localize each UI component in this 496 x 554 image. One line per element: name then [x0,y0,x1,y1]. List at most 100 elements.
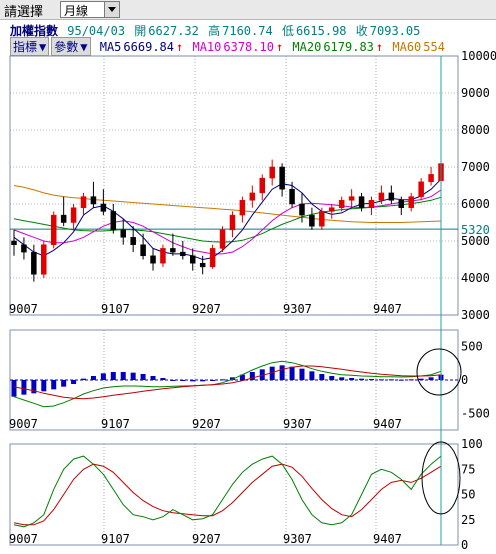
price-y-tick: 9000 [461,86,490,100]
macd-osc-bar [31,380,37,394]
kd-y-tick: 0 [461,538,468,552]
macd-osc-bar [61,380,67,387]
candle-body [418,181,424,197]
macd-osc-bar [180,380,186,381]
open-label: 開 [134,24,147,38]
candle-body [348,196,355,201]
up-arrow-icon: ↑ [275,40,284,54]
candle-body [299,203,305,216]
indicator-button[interactable]: 指標 ▼ [10,37,50,56]
macd-osc-bar [408,379,414,381]
macd-osc-bar [279,365,285,380]
period-select-value: 月線 [64,4,89,18]
x-tick-label: 9407 [373,532,402,546]
macd-osc-bar [210,380,216,381]
macd-osc-bar [11,380,17,397]
macd-osc-bar [81,378,87,380]
macd-osc-bar [299,368,305,380]
macd-y-tick: 500 [461,340,483,354]
prompt-label: 請選擇 [4,5,44,20]
toolbar: 請選擇 月線 [0,0,496,20]
macd-signal-line [13,365,442,400]
candle-body [60,214,67,223]
macd-osc-bar [100,373,106,380]
candle-body [428,174,434,183]
candle-body [160,248,166,264]
x-tick-label: 9107 [101,417,130,431]
highlight-ellipse [416,348,462,396]
candle-body [80,196,87,208]
macd-osc-bar [388,379,394,381]
candle-body [100,203,107,212]
open-value: 6627.32 [148,24,199,38]
kd-d-line [13,463,442,526]
candle-body [110,211,117,231]
candle-body [338,200,345,208]
candle-body [378,192,385,201]
x-tick-label: 9107 [101,302,130,316]
ma5-label: MA5 [99,40,122,54]
price-y-tick: 5000 [461,234,490,248]
macd-osc-bar [21,380,27,395]
x-tick-label: 9207 [192,417,221,431]
candle-body [269,166,275,179]
x-tick-label: 9307 [283,417,312,431]
close-label: 收 [355,24,368,38]
candle-body [120,229,126,238]
price-y-tick: 6000 [461,197,490,211]
macd-osc-bar [170,380,176,381]
macd-osc-bar [269,366,275,380]
candle-body [249,192,256,201]
ma20-value: 6179.83 [323,40,374,54]
ma10-value: 6378.10 [223,40,274,54]
ma60-label: MA60 [392,40,422,54]
chevron-down-icon[interactable] [104,2,119,17]
macd-osc-bar [239,374,245,380]
macd-osc-bar [428,377,434,380]
price-y-tick: 10000 [461,49,496,63]
macd-osc-bar [41,380,47,392]
close-value: 7093.05 [369,24,421,38]
x-tick-label: 9207 [192,302,221,316]
macd-dif-line [13,360,442,408]
high-label: 高 [208,24,221,38]
macd-osc-bar [120,372,126,380]
macd-osc-bar [339,377,345,380]
high-value: 7160.74 [222,24,273,38]
macd-osc-bar [418,378,424,380]
candle-body [199,262,206,268]
up-arrow-icon: ↑ [176,40,184,54]
x-tick-label: 9407 [373,417,402,431]
candle-body [21,244,27,253]
candle-body [150,255,156,264]
x-tick-label: 9007 [9,417,38,431]
macd-osc-bar [90,376,96,380]
candle-body [219,229,226,249]
macd-osc-bar [309,371,315,380]
kd-y-tick: 50 [461,488,475,502]
x-tick-label: 9307 [283,302,312,316]
reference-value: 5320 [461,223,490,237]
x-tick-label: 9107 [101,532,130,546]
kd-y-tick: 100 [461,437,483,451]
macd-osc-bar [140,374,146,380]
candle-body [90,196,97,205]
candle-body [279,166,285,190]
macd-osc-bar [398,379,404,381]
up-arrow-icon: ↑ [375,40,384,54]
macd-osc-bar [220,379,226,381]
period-select[interactable]: 月線 [60,1,120,18]
macd-y-tick: -500 [461,406,490,420]
kd-k-line [13,455,442,528]
candle-body [130,237,136,245]
price-y-tick: 3000 [461,308,490,322]
ma5-value: 6669.84 [123,40,174,54]
macd-osc-bar [160,378,166,380]
macd-osc-bar [378,379,384,381]
price-y-tick: 8000 [461,123,490,137]
macd-osc-bar [51,380,57,390]
candle-body [259,177,266,194]
highlight-ellipse [421,441,461,515]
macd-osc-bar [200,380,206,382]
indicator-label: 指標 [13,40,38,54]
